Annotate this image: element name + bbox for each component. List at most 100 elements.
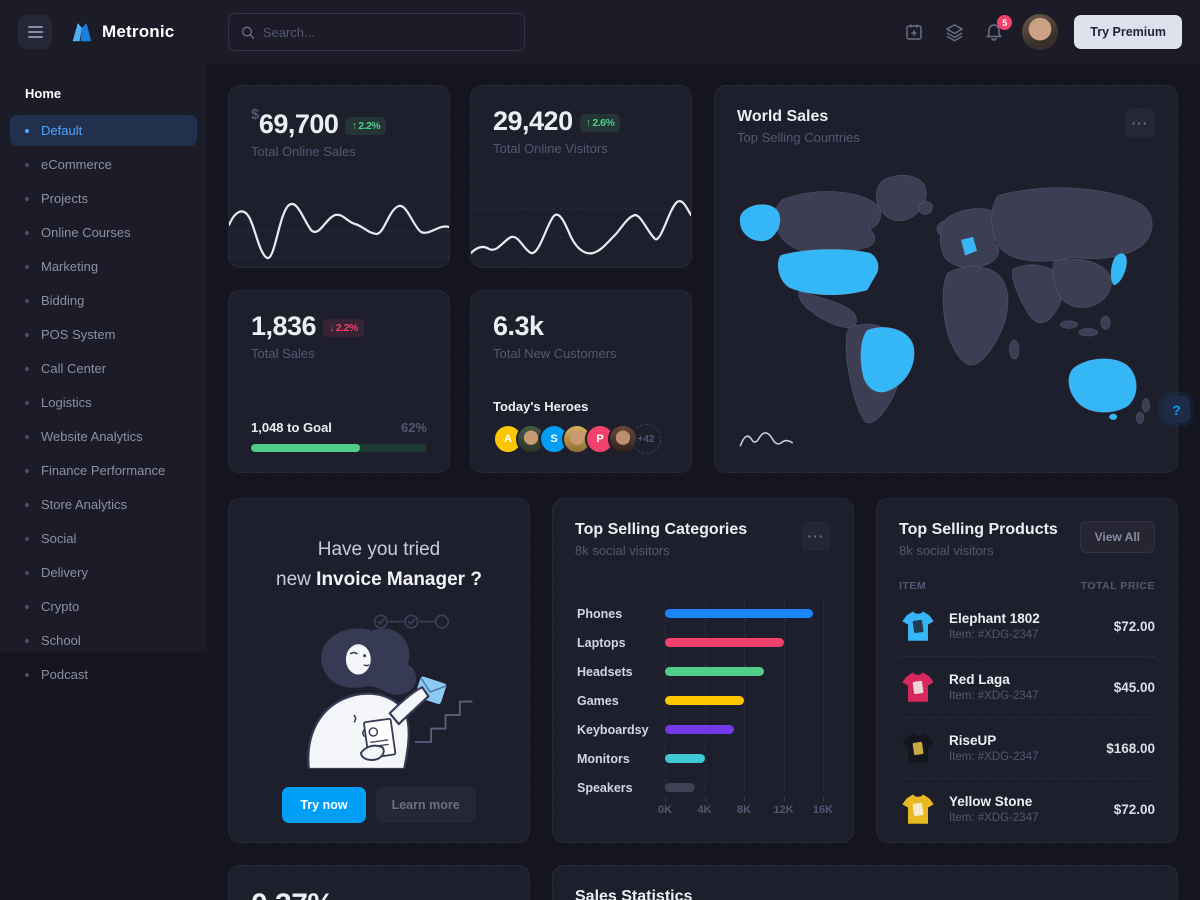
bullet-icon — [25, 536, 29, 541]
hero-avatar-initial[interactable]: P — [585, 424, 615, 454]
view-all-button[interactable]: View All — [1079, 521, 1155, 553]
category-bar[interactable] — [665, 783, 695, 792]
region-africa — [942, 266, 1009, 366]
category-label: Speakers — [577, 780, 633, 795]
country-alaska-highlighted[interactable] — [739, 204, 781, 242]
top-selling-categories-card: Top Selling Categories 8k social visitor… — [552, 498, 854, 843]
conversion-value: 0.37% — [251, 888, 334, 900]
sidebar-item[interactable]: Bidding — [10, 285, 197, 316]
product-price: $45.00 — [1113, 679, 1155, 695]
product-row[interactable]: Yellow Stone Item: #XDG-2347 $72.00 — [899, 779, 1155, 839]
sidebar-item[interactable]: eCommerce — [10, 149, 197, 180]
category-bar[interactable] — [665, 696, 744, 705]
product-row[interactable]: Red Laga Item: #XDG-2347 $45.00 — [899, 657, 1155, 718]
try-premium-button[interactable]: Try Premium — [1074, 15, 1182, 49]
menu-toggle-button[interactable] — [18, 15, 52, 49]
todays-heroes-section: Today's Heroes A S P +42 — [493, 399, 661, 454]
online-sales-label: Total Online Sales — [251, 144, 356, 159]
country-usa-highlighted[interactable] — [777, 249, 879, 296]
bullet-icon — [25, 162, 29, 167]
country-germany-highlighted[interactable] — [961, 236, 978, 256]
products-title: Top Selling Products — [899, 521, 1058, 538]
search-input[interactable] — [262, 24, 512, 40]
category-bar[interactable] — [665, 754, 705, 763]
bullet-icon — [25, 400, 29, 405]
sidebar-item[interactable]: Call Center — [10, 353, 197, 384]
x-axis-tick-label: 16K — [812, 804, 834, 816]
sidebar-item-label: eCommerce — [41, 157, 112, 172]
sidebar-item[interactable]: Website Analytics — [10, 421, 197, 452]
category-label: Phones — [577, 606, 623, 621]
products-subtitle: 8k social visitors — [899, 543, 994, 558]
invoice-promo-line2: new Invoice Manager ? — [276, 569, 482, 590]
category-label: Keyboardsy — [577, 722, 649, 737]
sidebar-item[interactable]: Store Analytics — [10, 489, 197, 520]
product-name[interactable]: RiseUP — [949, 733, 997, 748]
country-canada — [774, 191, 882, 256]
sidebar-item[interactable]: Social — [10, 523, 197, 554]
country-greenland — [876, 175, 927, 221]
sidebar-item-label: Projects — [41, 191, 88, 206]
world-sales-subtitle: Top Selling Countries — [737, 130, 860, 145]
new-customers-label: Total New Customers — [493, 346, 617, 361]
country-brazil-highlighted[interactable] — [860, 327, 915, 393]
sidebar-section-title: Home — [25, 86, 62, 101]
card-menu-button[interactable]: ··· — [1125, 108, 1155, 138]
world-sales-title: World Sales — [737, 108, 829, 125]
country-tasmania-highlighted[interactable] — [1109, 413, 1118, 420]
product-name[interactable]: Red Laga — [949, 672, 1010, 687]
categories-title: Top Selling Categories — [575, 521, 748, 538]
sidebar-item[interactable]: Crypto — [10, 591, 197, 622]
sidebar-item[interactable]: POS System — [10, 319, 197, 350]
category-bar[interactable] — [665, 667, 764, 676]
search-bar[interactable] — [228, 13, 525, 51]
calendar-add-icon[interactable] — [902, 20, 926, 44]
bullet-icon — [25, 468, 29, 473]
hero-avatar-more-count[interactable]: +42 — [631, 424, 661, 454]
country-japan-highlighted[interactable] — [1110, 253, 1127, 286]
sidebar-item-label: Marketing — [41, 259, 99, 274]
user-avatar[interactable] — [1022, 14, 1059, 50]
learn-more-button[interactable]: Learn more — [375, 787, 476, 823]
country-australia-highlighted[interactable] — [1068, 358, 1137, 413]
bullet-icon — [25, 638, 29, 643]
amcharts-logo — [739, 432, 794, 447]
category-bar[interactable] — [665, 638, 784, 647]
sidebar-nav: Home Default eCommerce Projects Online C… — [0, 64, 207, 682]
new-customers-value: 6.3k — [493, 311, 544, 341]
try-now-button[interactable]: Try now — [282, 787, 366, 823]
x-axis-tick-label: 0K — [657, 804, 673, 816]
sales-statistics-title: Sales Statistics — [575, 888, 693, 900]
sidebar-item[interactable]: Delivery — [10, 557, 197, 588]
sidebar-item-label: Social — [41, 531, 77, 546]
product-row[interactable]: Elephant 1802 Item: #XDG-2347 $72.00 — [899, 596, 1155, 657]
sidebar-item[interactable]: Projects — [10, 183, 197, 214]
layers-icon[interactable] — [942, 20, 966, 44]
notifications-bell-icon[interactable]: 5 — [982, 15, 1013, 44]
product-name[interactable]: Elephant 1802 — [949, 611, 1040, 626]
world-map[interactable] — [725, 164, 1167, 464]
product-name[interactable]: Yellow Stone — [949, 794, 1033, 809]
sidebar-item[interactable]: Finance Performance — [10, 455, 197, 486]
sidebar-item[interactable]: Podcast — [10, 659, 197, 690]
region-china-sea — [1052, 258, 1112, 308]
sidebar-item-label: Finance Performance — [41, 463, 166, 478]
island-indonesia-1 — [1060, 320, 1078, 329]
island-indonesia-2 — [1078, 328, 1099, 337]
sidebar-item[interactable]: School — [10, 625, 197, 656]
help-floating-button[interactable]: ? — [1163, 396, 1190, 423]
sidebar-item[interactable]: Default — [10, 115, 197, 146]
category-label: Games — [577, 693, 619, 708]
product-item-code: Item: #XDG-2347 — [949, 751, 1039, 763]
sidebar-item-label: Bidding — [41, 293, 85, 308]
sidebar-item[interactable]: Marketing — [10, 251, 197, 282]
sidebar-item[interactable]: Online Courses — [10, 217, 197, 248]
product-row[interactable]: RiseUP Item: #XDG-2347 $168.00 — [899, 718, 1155, 779]
sidebar-item[interactable]: Logistics — [10, 387, 197, 418]
brand-logo[interactable]: Metronic — [68, 19, 174, 45]
category-bar[interactable] — [665, 725, 735, 734]
card-menu-button[interactable]: ··· — [801, 521, 831, 551]
goal-progress-bar — [251, 444, 427, 452]
sidebar-item-label: Online Courses — [41, 225, 131, 240]
category-bar[interactable] — [665, 609, 814, 618]
